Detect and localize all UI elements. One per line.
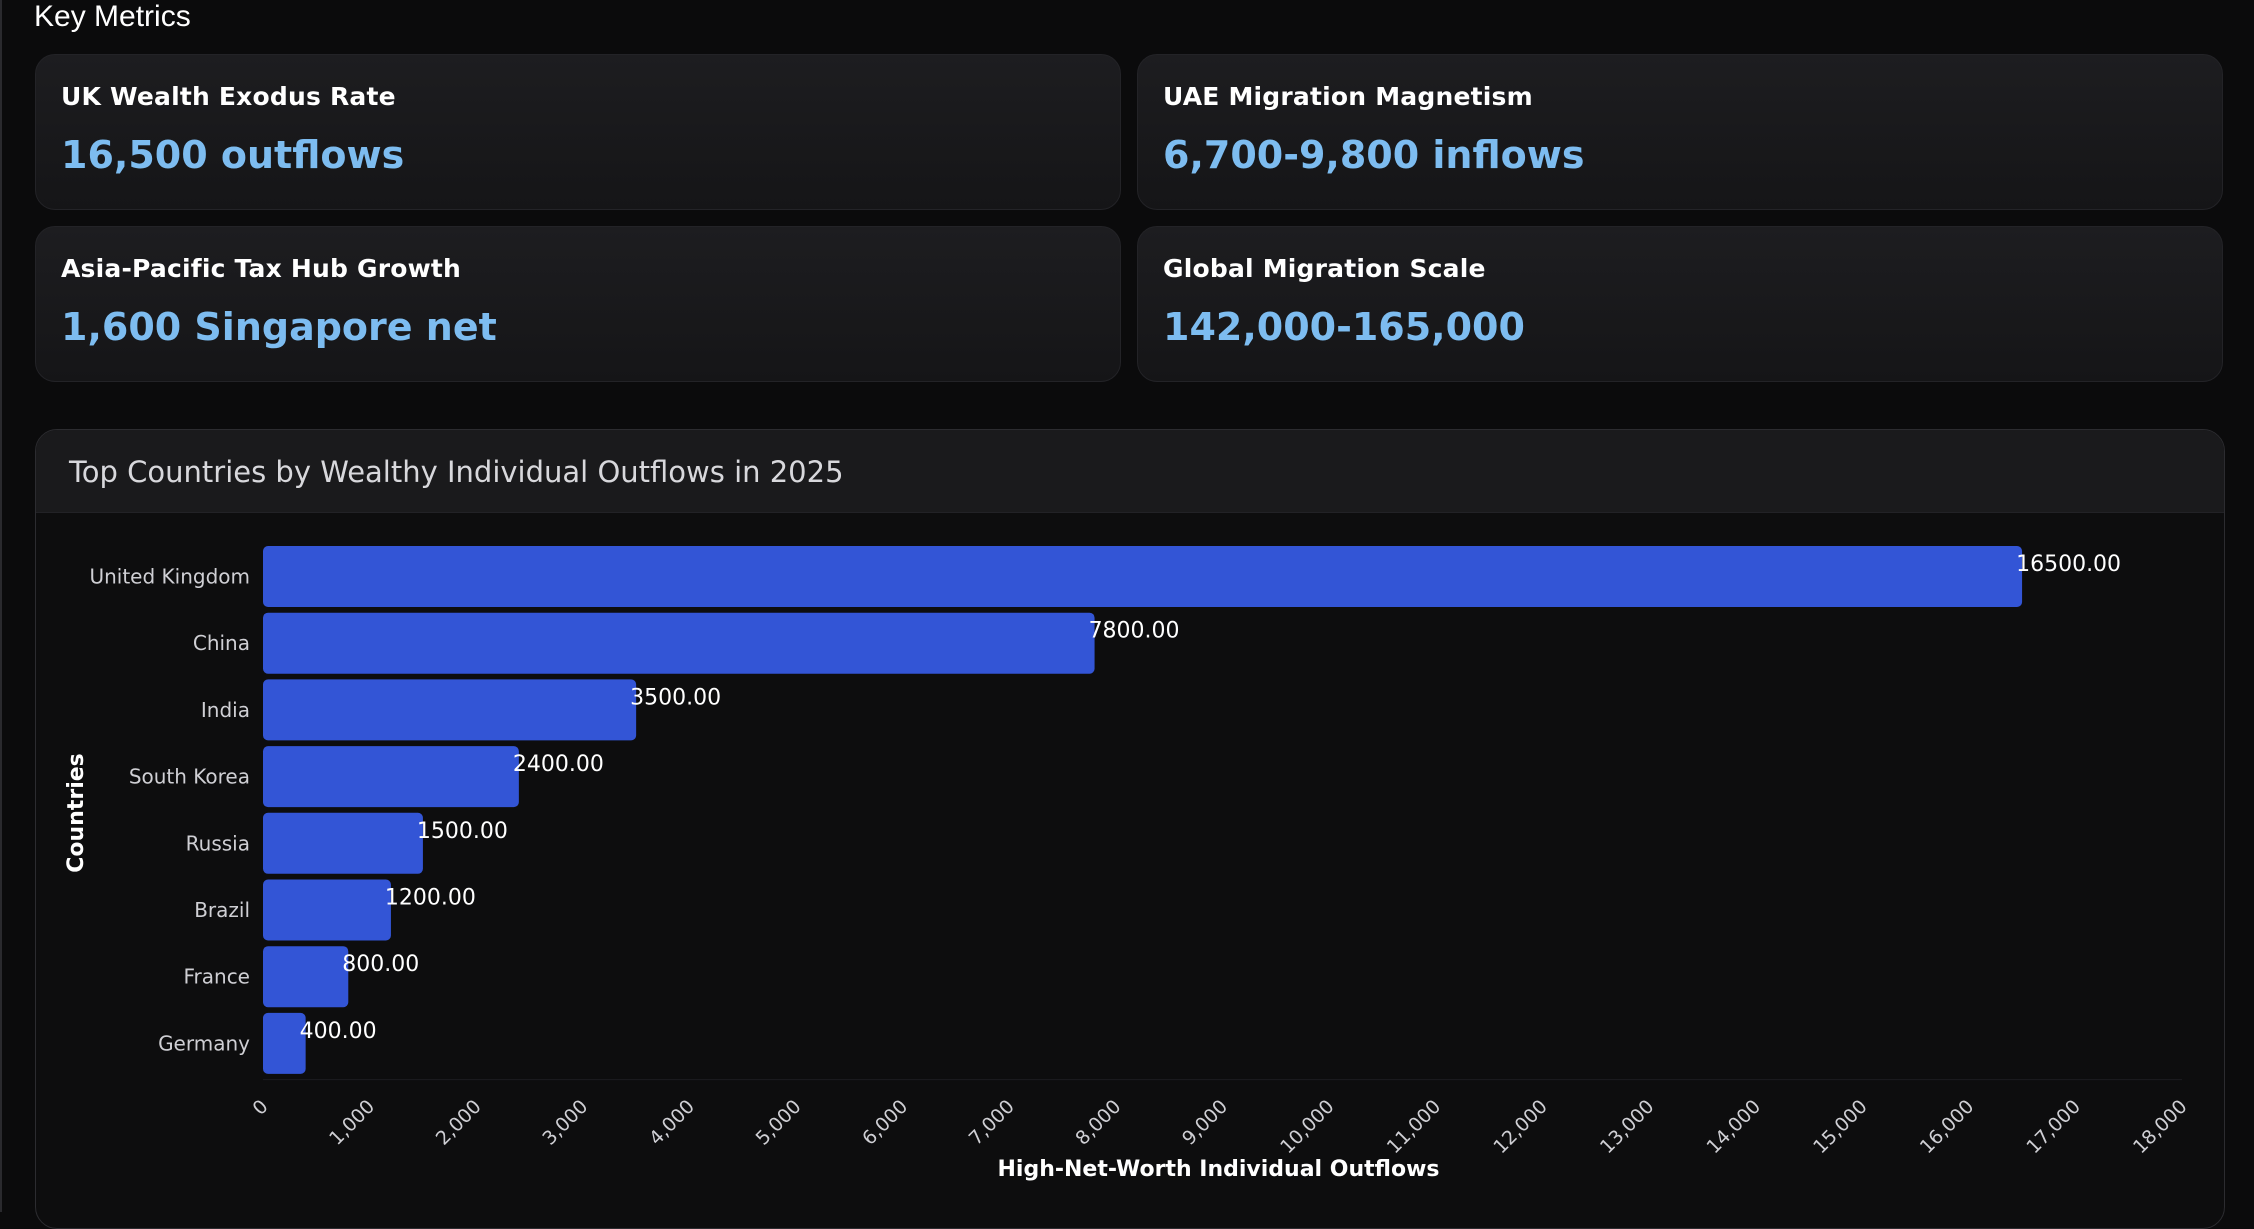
data-label: 400.00 bbox=[300, 1019, 377, 1044]
x-tick-label: 13,000 bbox=[1596, 1096, 1659, 1159]
bar bbox=[263, 612, 1095, 674]
chart-title: Top Countries by Wealthy Individual Outf… bbox=[69, 455, 844, 489]
data-label: 16500.00 bbox=[2016, 552, 2121, 577]
data-label: 7800.00 bbox=[1089, 619, 1180, 644]
bar bbox=[263, 746, 519, 808]
metric-label: UK Wealth Exodus Rate bbox=[61, 82, 396, 111]
x-tick-label: 18,000 bbox=[2129, 1096, 2192, 1159]
category-label: France bbox=[183, 965, 250, 989]
data-label: 2400.00 bbox=[513, 752, 604, 777]
bar bbox=[263, 679, 637, 741]
bar bbox=[263, 546, 2023, 607]
x-tick-label: 3,000 bbox=[538, 1096, 592, 1150]
metric-label: UAE Migration Magnetism bbox=[1163, 82, 1533, 111]
x-tick-label: 10,000 bbox=[1276, 1096, 1339, 1159]
x-tick-label: 15,000 bbox=[1809, 1096, 1872, 1159]
x-tick-label: 1,000 bbox=[325, 1096, 379, 1150]
metric-card-uk: UK Wealth Exodus Rate 16,500 outflows bbox=[35, 54, 1121, 210]
y-axis-title: Countries bbox=[64, 753, 89, 873]
x-tick-label: 7,000 bbox=[965, 1096, 1019, 1150]
bar bbox=[263, 1012, 306, 1074]
bar bbox=[263, 879, 391, 941]
x-tick-label: 6,000 bbox=[858, 1096, 912, 1150]
chart-header: Top Countries by Wealthy Individual Outf… bbox=[36, 430, 2224, 513]
category-label: Brazil bbox=[194, 898, 250, 922]
metric-card-asia-pacific: Asia-Pacific Tax Hub Growth 1,600 Singap… bbox=[35, 226, 1121, 382]
bar bbox=[263, 946, 349, 1008]
data-label: 3500.00 bbox=[630, 685, 721, 710]
window-edge bbox=[0, 0, 2, 1212]
metric-card-uae: UAE Migration Magnetism 6,700-9,800 infl… bbox=[1137, 54, 2223, 210]
metric-card-global: Global Migration Scale 142,000-165,000 bbox=[1137, 226, 2223, 382]
data-label: 1200.00 bbox=[385, 886, 476, 911]
category-label: South Korea bbox=[129, 765, 250, 789]
bar-chart: United Kingdom 16500.00 China 7800.00 India 3… bbox=[64, 546, 2192, 1182]
x-tick-label: 4,000 bbox=[645, 1096, 699, 1150]
metric-value: 142,000-165,000 bbox=[1163, 305, 1525, 349]
category-label: United Kingdom bbox=[89, 565, 250, 589]
section-title: Key Metrics bbox=[34, 0, 191, 33]
metric-value: 6,700-9,800 inflows bbox=[1163, 133, 1585, 177]
category-label: China bbox=[193, 631, 250, 655]
x-tick-label: 5,000 bbox=[752, 1096, 806, 1150]
metric-label: Asia-Pacific Tax Hub Growth bbox=[61, 254, 462, 283]
metric-label: Global Migration Scale bbox=[1163, 254, 1486, 283]
metric-value: 16,500 outflows bbox=[61, 133, 405, 177]
metric-value: 1,600 Singapore net bbox=[61, 305, 497, 349]
data-label: 1500.00 bbox=[417, 819, 508, 844]
x-tick-label: 11,000 bbox=[1383, 1096, 1446, 1159]
data-label: 800.00 bbox=[342, 952, 419, 977]
x-tick-label: 0 bbox=[248, 1096, 272, 1120]
x-axis-title: High-Net-Worth Individual Outflows bbox=[998, 1157, 1440, 1182]
x-tick-label: 12,000 bbox=[1489, 1096, 1552, 1159]
category-label: India bbox=[201, 698, 250, 722]
bar bbox=[263, 812, 423, 874]
chart-card: Top Countries by Wealthy Individual Outf… bbox=[35, 429, 2225, 1229]
x-tick-label: 17,000 bbox=[2022, 1096, 2085, 1159]
x-tick-label: 9,000 bbox=[1178, 1096, 1232, 1150]
category-label: Russia bbox=[186, 831, 250, 855]
x-tick-label: 16,000 bbox=[1916, 1096, 1979, 1159]
x-tick-label: 2,000 bbox=[432, 1096, 486, 1150]
x-tick-label: 14,000 bbox=[1703, 1096, 1766, 1159]
x-tick-label: 8,000 bbox=[1071, 1096, 1125, 1150]
category-label: Germany bbox=[158, 1031, 250, 1055]
